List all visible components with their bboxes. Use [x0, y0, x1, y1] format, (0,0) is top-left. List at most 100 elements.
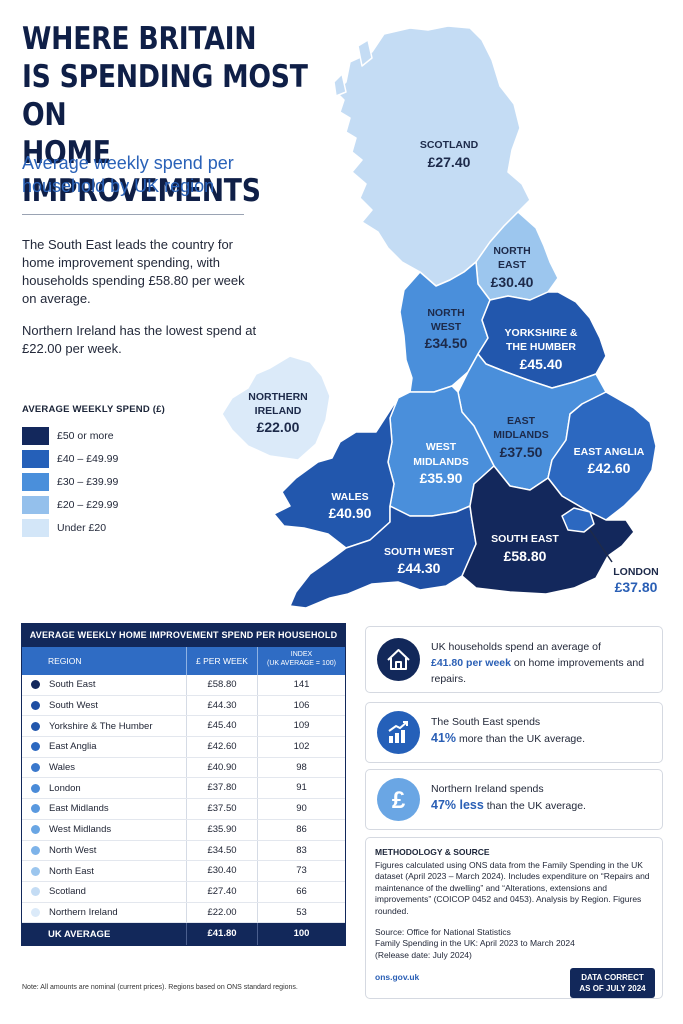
region-name: North West [49, 844, 97, 856]
table-row: Yorkshire & The Humber £45.40 109 [22, 716, 345, 738]
island-hebrides [333, 39, 373, 97]
value-east-midlands: £37.50 [500, 444, 543, 460]
footnote: Note: All amounts are nominal (current p… [22, 984, 298, 991]
region-dot [31, 783, 40, 793]
region-name: South East [49, 679, 96, 691]
header-region: REGION [48, 656, 82, 666]
footer-spend: £41.80 [186, 923, 257, 946]
region-wales [273, 397, 399, 549]
region-dot [31, 825, 40, 835]
cell-index: 53 [257, 902, 345, 923]
legend-item: £20 – £29.99 [22, 495, 118, 515]
pound-icon: £ [377, 778, 420, 821]
stat-card-south-east: The South East spends 41% more than the U… [365, 702, 663, 763]
cell-region: South West [22, 700, 186, 711]
legend-label: £20 – £29.99 [57, 499, 119, 511]
label-west-midlands: WEST [426, 441, 457, 453]
methodology-body: Figures calculated using ONS data from t… [375, 860, 650, 916]
cell-spend: £35.90 [186, 819, 257, 840]
cell-spend: £37.50 [186, 799, 257, 819]
cell-spend: £27.40 [186, 881, 257, 902]
legend-swatch [22, 496, 49, 514]
legend-label: Under £20 [57, 522, 107, 534]
cell-index: 98 [257, 757, 345, 778]
region-dot [31, 680, 40, 690]
data-date-badge: DATA CORRECT AS OF JULY 2024 [570, 968, 655, 998]
cell-region: North East [22, 866, 186, 877]
table-row: London £37.80 91 [22, 778, 345, 800]
value-north-west: £34.50 [425, 335, 468, 351]
value-north-east: £30.40 [491, 274, 534, 290]
cell-region: North West [22, 845, 186, 856]
cell-spend: £34.50 [186, 840, 257, 861]
table-row: Northern Ireland £22.00 53 [22, 902, 345, 924]
region-name: East Midlands [49, 803, 109, 815]
cell-index: 109 [257, 716, 345, 737]
region-name: Scotland [49, 886, 86, 898]
stat-text-average: UK households spend an average of £41.80 … [431, 641, 645, 685]
header-spend: £ PER WEEK [186, 647, 257, 675]
cell-region: South East [22, 679, 186, 690]
region-south-east [461, 465, 635, 595]
value-scotland: £27.40 [428, 154, 471, 170]
label-yorkshire-2: THE HUMBER [506, 341, 576, 353]
table-footer: UK AVERAGE £41.80 100 [22, 923, 345, 946]
region-dot [31, 866, 40, 876]
table-header: REGION £ PER WEEK INDEX (UK AVERAGE = 100… [22, 647, 345, 675]
label-wales: WALES [331, 491, 368, 503]
spend-table: AVERAGE WEEKLY HOME IMPROVEMENT SPEND PE… [21, 623, 346, 947]
table-row: West Midlands £35.90 86 [22, 819, 345, 841]
label-south-west: SOUTH WEST [384, 546, 455, 558]
table-row: South East £58.80 141 [22, 675, 345, 696]
cell-spend: £30.40 [186, 861, 257, 881]
region-dot [31, 845, 40, 855]
cell-spend: £45.40 [186, 716, 257, 737]
label-london: LONDON [613, 566, 659, 578]
label-north-east: NORTH [493, 245, 530, 257]
methodology-title: METHODOLOGY & SOURCE [375, 847, 490, 857]
legend-item: Under £20 [22, 518, 106, 538]
cell-region: East Midlands [22, 803, 186, 814]
value-south-west: £44.30 [398, 560, 441, 576]
legend-swatch [22, 450, 49, 468]
label-south-east: SOUTH EAST [491, 533, 559, 545]
value-northern-ireland: £22.00 [257, 419, 300, 435]
cell-index: 86 [257, 819, 345, 840]
table-row: South West £44.30 106 [22, 695, 345, 717]
cell-index: 66 [257, 881, 345, 902]
legend-swatch [22, 427, 49, 445]
legend-title: AVERAGE WEEKLY SPEND (£) [22, 404, 165, 415]
value-south-east: £58.80 [504, 548, 547, 564]
methodology-source: Source: Office for National Statistics Fa… [375, 927, 575, 960]
london-pointer [589, 529, 613, 563]
region-north-west [399, 261, 491, 393]
region-northern-ireland [221, 355, 331, 461]
stat-card-average: UK households spend an average of £41.80 … [365, 626, 663, 693]
region-dot [31, 804, 40, 814]
cell-spend: £42.60 [186, 737, 257, 757]
cell-region: East Anglia [22, 741, 186, 752]
region-dot [31, 763, 40, 773]
region-dot [31, 907, 40, 917]
cell-region: London [22, 783, 186, 794]
source-link[interactable]: ons.gov.uk [375, 972, 420, 982]
label-east-midlands: EAST [507, 415, 536, 427]
cell-index: 73 [257, 861, 345, 881]
table-body: South East £58.80 141 South West £44.30 106 Yo… [22, 675, 345, 924]
intro-paragraph-1: The South East leads the country for hom… [22, 237, 245, 306]
divider [22, 214, 244, 215]
value-london: £37.80 [615, 579, 658, 595]
value-yorkshire: £45.40 [520, 356, 563, 372]
footer-region: UK AVERAGE [48, 928, 111, 940]
value-west-midlands: £35.90 [420, 470, 463, 486]
table-row: East Anglia £42.60 102 [22, 737, 345, 758]
legend-label: £30 – £39.99 [57, 476, 119, 488]
cell-index: 102 [257, 737, 345, 757]
stat-card-northern-ireland: £ Northern Ireland spends 47% less than t… [365, 769, 663, 830]
region-name: South West [49, 700, 98, 712]
cell-spend: £44.30 [186, 695, 257, 716]
region-dot [31, 742, 40, 752]
legend-swatch [22, 519, 49, 537]
bar-chart-up-icon [377, 711, 420, 754]
cell-spend: £58.80 [186, 675, 257, 695]
